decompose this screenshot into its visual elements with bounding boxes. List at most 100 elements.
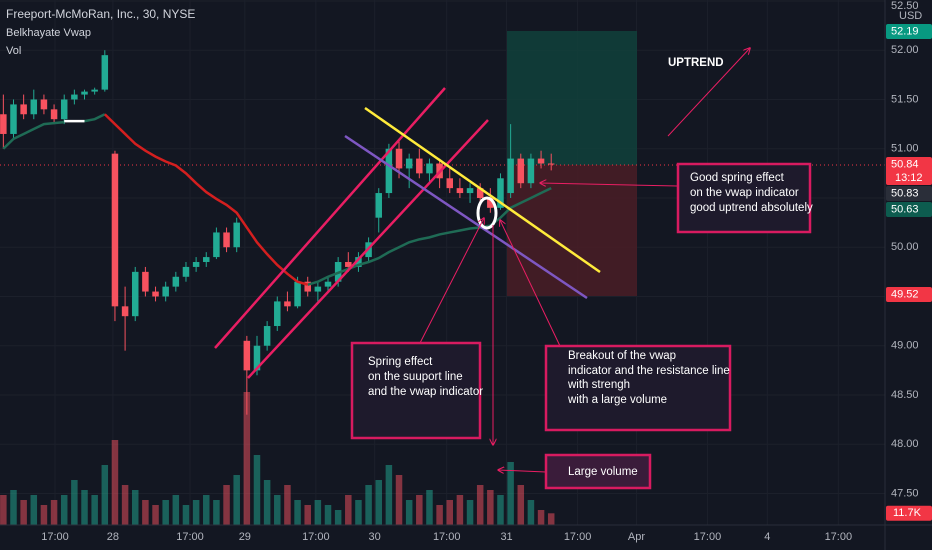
annotation: UPTREND [668, 57, 724, 69]
volume-bar [466, 500, 474, 525]
candle-body [20, 104, 27, 115]
volume-bar [162, 500, 169, 525]
x-tick-label: 17:00 [176, 531, 204, 543]
volume-bar [284, 485, 291, 525]
x-tick-label: 4 [764, 531, 770, 543]
y-tick-label: 52.50 [891, 0, 919, 12]
volume-bar [172, 495, 180, 525]
candle-body [223, 232, 230, 248]
volume-label: 11.7K [893, 507, 922, 519]
price-label: 50.63 [891, 203, 919, 215]
annotation-box [676, 162, 812, 234]
x-tick-label: 17:00 [564, 531, 592, 543]
candle-body [60, 99, 68, 120]
volume-bar [91, 495, 98, 525]
profit-zone [507, 31, 637, 165]
candle-body [162, 286, 169, 297]
price-label: 49.52 [891, 288, 919, 300]
candle-body [0, 114, 7, 134]
volume-bar [121, 485, 129, 525]
candle-body [314, 286, 322, 292]
vwap-layer [2, 113, 552, 286]
support-line [344, 134, 588, 300]
volume-bar [426, 490, 433, 525]
volume-bar [517, 485, 525, 525]
annotation: Large volume [568, 466, 638, 478]
candle-body [405, 158, 413, 169]
volume-bar [314, 500, 322, 525]
candle-body [345, 262, 352, 267]
price-label-box [886, 24, 932, 40]
y-tick-label: 51.00 [891, 143, 919, 155]
volume-bar [294, 500, 301, 525]
currency-label: USD [899, 10, 922, 22]
volume-bar [547, 513, 555, 525]
x-tick-label: 29 [239, 531, 251, 543]
volume-bar [527, 500, 535, 525]
candle-body [324, 281, 332, 287]
y-tick-label: 50.00 [891, 241, 919, 253]
volume-bar [40, 505, 48, 525]
volume-bar [152, 505, 159, 525]
candle-body [203, 257, 210, 263]
price-label-timer: 13:12 [895, 172, 923, 184]
arrow [540, 183, 679, 186]
candle-body [547, 163, 555, 165]
drawings [214, 87, 601, 379]
volume-layer [0, 392, 555, 525]
candle-body [375, 193, 382, 218]
candle-body [50, 109, 58, 120]
annotation: with a large volume [567, 394, 667, 406]
arrow [419, 218, 484, 344]
annotation-box [544, 453, 652, 490]
candle-body [91, 89, 98, 92]
y-tick-label: 48.00 [891, 438, 919, 450]
volume-bar [476, 485, 484, 525]
arrow [500, 220, 561, 347]
volume-bar [334, 510, 342, 525]
x-tick-label: 17:00 [41, 531, 69, 543]
channel-line [214, 87, 446, 349]
candle-body [253, 345, 261, 371]
volume-bar [30, 495, 38, 525]
candle-body [131, 271, 139, 317]
annotation-box [350, 341, 482, 440]
volume-bar [81, 490, 88, 525]
x-tick-label: 31 [500, 531, 512, 543]
x-tick-label: 17:00 [433, 531, 461, 543]
price-label: 50.83 [891, 187, 919, 199]
y-tick-label: 49.00 [891, 340, 919, 352]
volume-bar [537, 510, 545, 525]
volume-bar [213, 500, 220, 525]
price-label-box [886, 185, 932, 201]
volume-bar [304, 505, 311, 525]
candle-body [466, 188, 474, 194]
indicator-name: Belkhayate Vwap [6, 27, 91, 39]
volume-bar [233, 475, 240, 525]
annotation: indicator and the resistance line [568, 365, 730, 377]
candle-body [527, 158, 535, 184]
volume-bar [385, 465, 393, 525]
volume-bar [203, 495, 210, 525]
volume-bar [487, 490, 494, 525]
candle-body [121, 306, 129, 317]
volume-bar [142, 500, 149, 525]
price-label: 52.19 [891, 25, 919, 37]
price-label: 50.84 [891, 158, 919, 170]
volume-bar [182, 505, 190, 525]
volume-bar [274, 495, 281, 525]
candle-body [456, 188, 464, 194]
volume-bar [395, 475, 403, 525]
x-tick-label: 28 [107, 531, 119, 543]
volume-bar [456, 495, 464, 525]
volume-bar [345, 495, 352, 525]
candle-body [172, 276, 180, 287]
candle-body [304, 281, 311, 292]
candle-body [30, 99, 38, 115]
volume-bar [416, 495, 423, 525]
arrow [498, 470, 547, 472]
candle-body [476, 188, 484, 198]
indicator-name: Vol [6, 45, 21, 57]
